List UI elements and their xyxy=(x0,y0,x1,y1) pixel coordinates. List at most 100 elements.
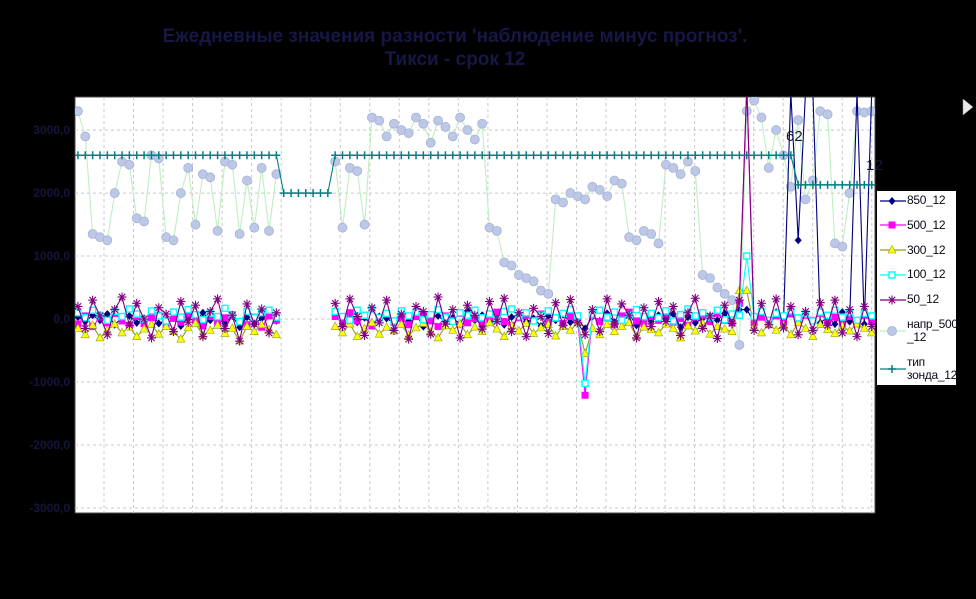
plus-marker-icon xyxy=(573,151,582,160)
triangle-marker-icon xyxy=(793,317,803,327)
legend-item-100_12[interactable]: 100_12 xyxy=(879,268,955,281)
circle-marker-icon xyxy=(212,225,223,236)
circle-marker-icon xyxy=(352,166,363,176)
circle-marker-icon xyxy=(631,235,642,246)
legend-item-850_12[interactable]: 850_12 xyxy=(879,194,955,207)
legend-item-500_12[interactable]: 500_12 xyxy=(879,218,955,232)
square-open-marker-icon xyxy=(177,313,185,321)
square-open-marker-icon xyxy=(507,305,516,313)
circle-marker-icon xyxy=(528,276,539,287)
square-open-marker-icon xyxy=(867,312,875,320)
square-open-marker-icon xyxy=(721,315,729,324)
square-marker-icon xyxy=(346,309,354,317)
circle-marker-icon xyxy=(425,137,436,148)
asterisk-marker-icon xyxy=(573,318,583,328)
plus-marker-icon xyxy=(448,151,457,160)
legend-item-напр_500_12[interactable]: напр_500 _12 xyxy=(879,318,958,344)
plus-marker-icon xyxy=(750,151,759,160)
asterisk-marker-icon xyxy=(146,333,156,343)
asterisk-marker-icon xyxy=(499,293,509,303)
triangle-marker-icon xyxy=(756,327,766,337)
square-open-marker-icon xyxy=(888,271,896,279)
plus-marker-icon xyxy=(647,151,656,160)
square-marker-icon xyxy=(147,314,155,322)
square-open-marker-icon xyxy=(265,306,273,314)
triangle-marker-icon xyxy=(75,323,83,332)
asterisk-marker-icon xyxy=(205,306,215,316)
circle-marker-icon xyxy=(389,118,399,129)
diamond-marker-icon xyxy=(809,88,816,96)
circle-marker-icon xyxy=(271,169,282,180)
diamond-marker-icon xyxy=(794,236,802,245)
circle-marker-icon xyxy=(719,288,730,299)
square-open-marker-icon xyxy=(155,312,163,320)
triangle-marker-icon xyxy=(617,321,627,330)
plus-marker-icon xyxy=(367,151,376,160)
triangle-marker-icon xyxy=(668,323,678,332)
asterisk-marker-icon xyxy=(154,303,164,313)
plus-marker-icon xyxy=(125,151,134,160)
plus-marker-icon xyxy=(242,151,251,160)
legend-item-тип зонда_12[interactable]: тип зонда_12 xyxy=(879,354,957,382)
asterisk-marker-icon xyxy=(367,303,377,313)
plus-marker-icon xyxy=(639,151,648,160)
asterisk-marker-icon xyxy=(507,327,517,337)
asterisk-marker-icon xyxy=(823,320,833,330)
square-open-marker-icon xyxy=(213,312,222,321)
triangle-marker-icon xyxy=(249,326,259,335)
triangle-marker-icon xyxy=(132,331,142,340)
asterisk-marker-icon xyxy=(485,296,495,306)
asterisk-marker-icon xyxy=(720,300,730,310)
circle-marker-icon xyxy=(712,282,723,293)
triangle-marker-icon xyxy=(139,323,149,333)
chart-title-line2: Тикси - срок 12 xyxy=(384,49,526,70)
plus-marker-icon xyxy=(470,151,479,160)
square-open-marker-icon xyxy=(427,310,435,319)
plus-marker-icon xyxy=(786,151,795,160)
circle-marker-icon xyxy=(837,241,848,252)
asterisk-marker-icon xyxy=(690,293,700,303)
plus-marker-icon xyxy=(323,189,332,198)
plus-marker-icon xyxy=(808,180,817,189)
asterisk-marker-icon xyxy=(235,336,245,346)
square-marker-icon xyxy=(581,391,589,399)
plus-marker-icon xyxy=(287,189,296,198)
plus-marker-icon xyxy=(176,151,185,160)
circle-marker-icon xyxy=(763,162,774,173)
circle-marker-icon xyxy=(594,185,605,195)
plus-marker-icon xyxy=(353,151,362,160)
triangle-marker-icon xyxy=(257,319,267,329)
square-open-marker-icon xyxy=(346,316,354,325)
legend-item-300_12[interactable]: 300_12 xyxy=(879,243,955,257)
square-open-marker-icon xyxy=(522,309,530,317)
plus-marker-icon xyxy=(588,151,597,160)
triangle-marker-icon xyxy=(551,330,561,340)
legend-label: тип зонда_12 xyxy=(907,354,957,382)
asterisk-marker-icon xyxy=(389,325,399,335)
triangle-marker-icon xyxy=(609,326,619,335)
series-напр_500_12 xyxy=(75,97,875,350)
plus-marker-icon xyxy=(345,151,354,160)
square-marker-icon xyxy=(405,321,413,329)
plus-marker-icon xyxy=(162,151,171,160)
asterisk-marker-icon xyxy=(830,295,840,305)
square-marker-icon xyxy=(880,221,906,229)
asterisk-marker-icon xyxy=(880,295,906,305)
plus-marker-icon xyxy=(838,180,847,189)
asterisk-marker-icon xyxy=(176,296,186,306)
plus-marker-icon xyxy=(816,180,825,189)
square-marker-icon xyxy=(463,319,471,327)
triangle-marker-icon xyxy=(352,331,362,340)
triangle-marker-icon xyxy=(771,325,781,334)
square-open-marker-icon xyxy=(404,312,413,320)
circle-marker-icon xyxy=(381,131,392,142)
legend-item-50_12[interactable]: 50_12 xyxy=(879,293,955,306)
diamond-marker-icon xyxy=(868,88,875,96)
asterisk-marker-icon xyxy=(764,320,774,330)
plus-marker-icon xyxy=(794,180,803,189)
circle-marker-icon xyxy=(690,166,701,176)
legend-label: 50_12 xyxy=(907,292,939,307)
plus-marker-icon xyxy=(764,151,773,160)
plus-marker-icon xyxy=(140,151,149,160)
